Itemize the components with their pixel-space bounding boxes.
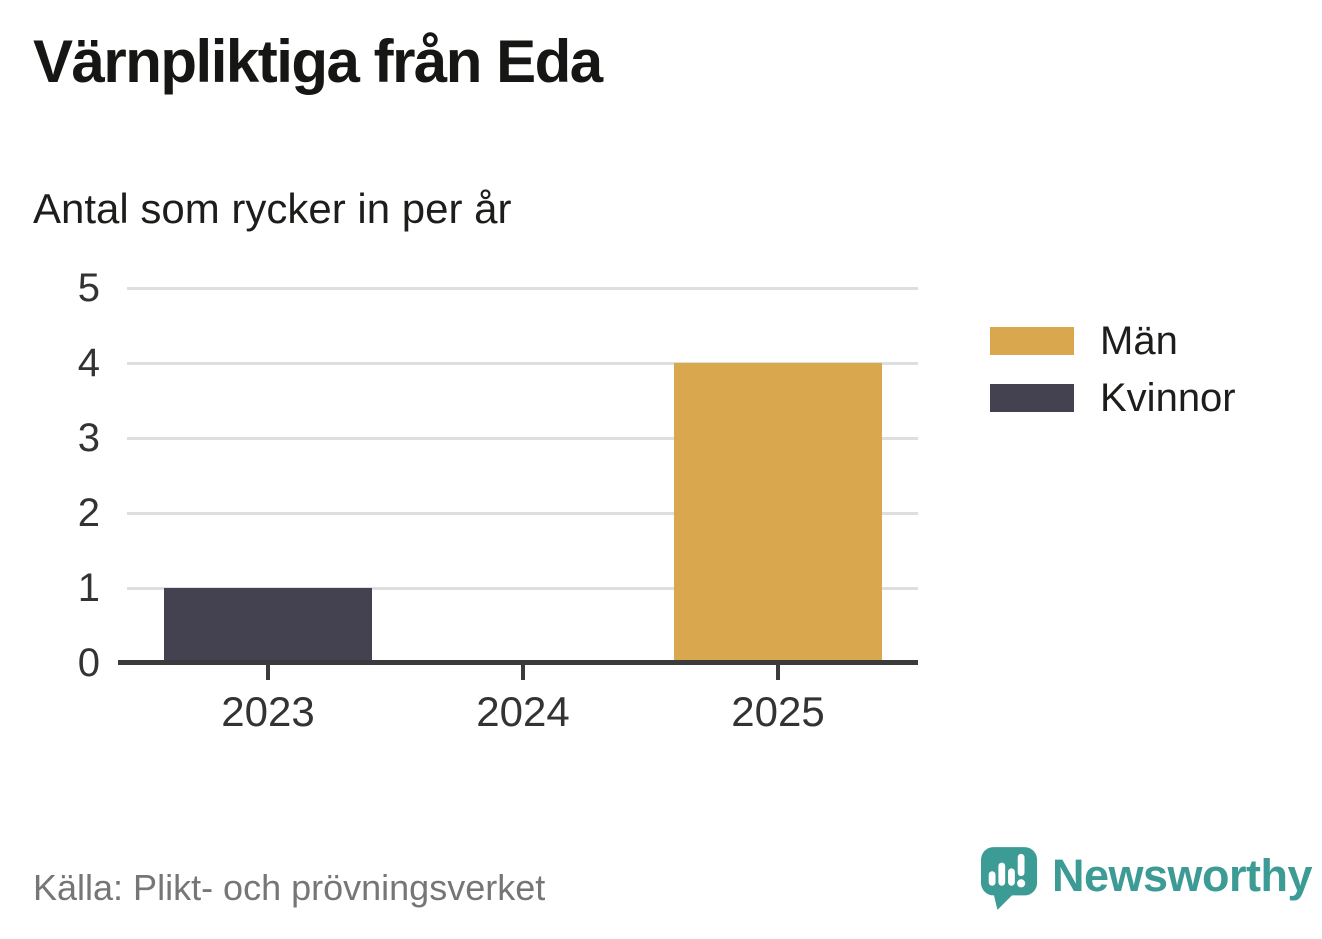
newsworthy-speech-bubble-chart-icon: [981, 847, 1038, 910]
legend-swatch-men: [990, 327, 1074, 355]
x-axis-tick-label: 2024: [476, 688, 570, 735]
legend-swatch-women: [990, 384, 1074, 412]
chart-title: Värnpliktiga från Eda: [33, 28, 603, 95]
x-axis-tick-mark: [776, 664, 780, 680]
y-axis-tick-label: 3: [77, 416, 100, 460]
x-axis-tick-mark: [266, 664, 270, 680]
chart-subtitle: Antal som rycker in per år: [33, 185, 512, 232]
legend-item-men: Män: [990, 321, 1236, 361]
legend-label-women: Kvinnor: [1100, 376, 1236, 420]
gridline-y3: [127, 436, 918, 440]
gridline-y2: [127, 511, 918, 515]
gridline-y5: [127, 286, 918, 290]
x-axis-tick-label: 2023: [221, 688, 315, 735]
y-axis-tick-label: 4: [77, 341, 100, 385]
bar-2023-kvinnor: [164, 588, 372, 663]
y-axis-tick-label: 5: [77, 266, 100, 310]
newsworthy-wordmark: Newsworthy: [1052, 849, 1313, 901]
x-axis-tick-mark: [521, 664, 525, 680]
y-axis-tick-label: 2: [77, 491, 100, 535]
legend-label-men: Män: [1100, 319, 1178, 363]
gridline-y4: [127, 361, 918, 365]
x-axis-line: [118, 660, 918, 665]
x-axis-tick-label: 2025: [731, 688, 825, 735]
gridline-y1: [127, 586, 918, 590]
legend: Män Kvinnor: [990, 321, 1236, 418]
y-axis-tick-label: 0: [77, 641, 100, 685]
legend-item-women: Kvinnor: [990, 378, 1236, 418]
newsworthy-logo: Newsworthy: [981, 847, 1313, 911]
bar-2025-män: [674, 363, 882, 663]
y-axis-tick-label: 1: [77, 566, 100, 610]
source-attribution: Källa: Plikt- och prövningsverket: [33, 867, 546, 908]
